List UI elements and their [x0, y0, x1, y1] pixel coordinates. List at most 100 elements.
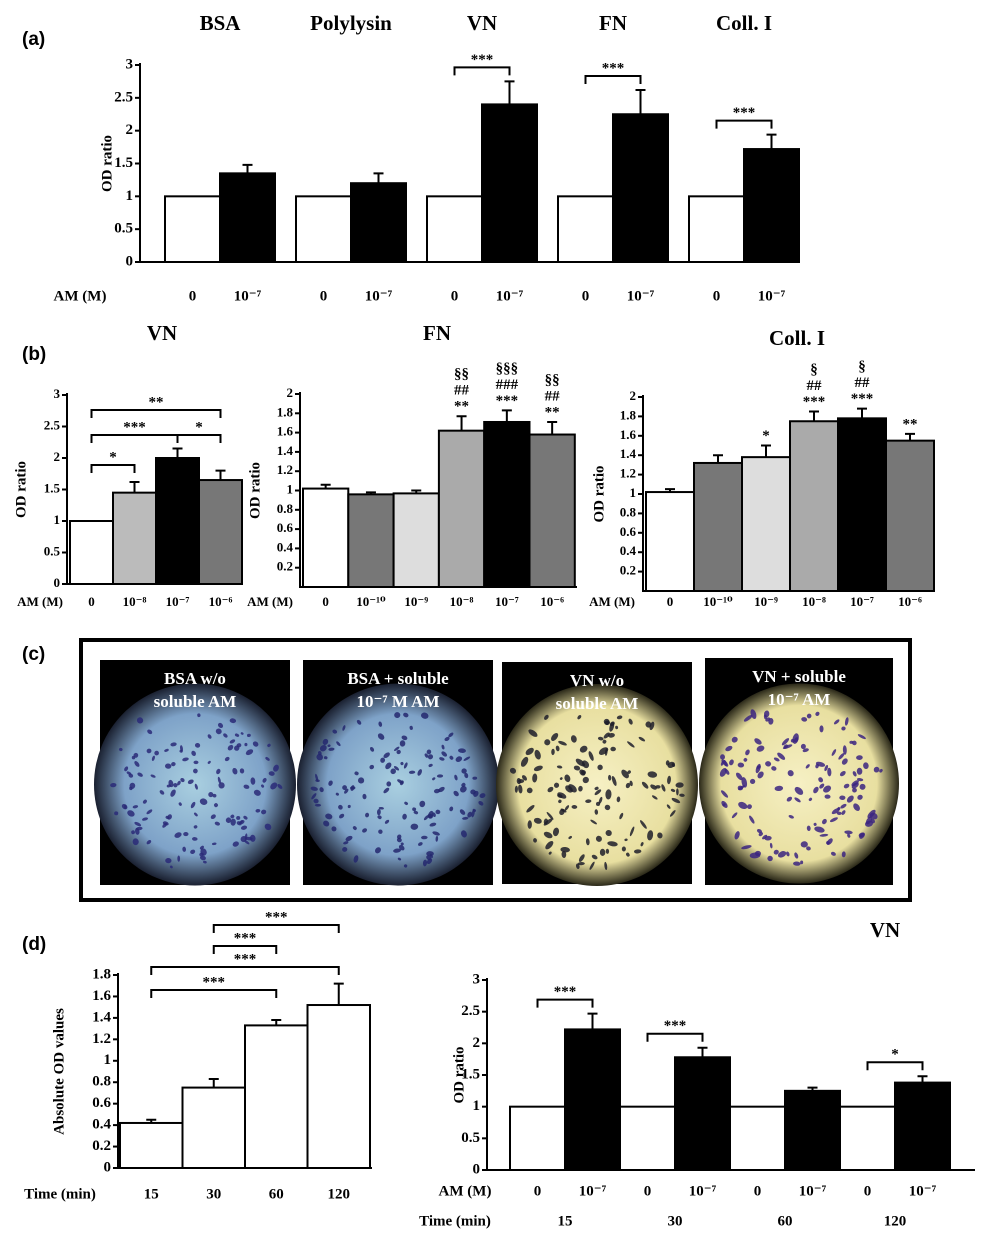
cell — [806, 713, 812, 719]
cell — [311, 793, 317, 800]
x-axis-label: Time (min) — [419, 1213, 491, 1229]
x-tick-label: 10⁻⁶ — [540, 594, 564, 609]
image-caption: BSA w/o — [164, 669, 226, 688]
cell — [788, 814, 794, 819]
x-tick-label: 10⁻¹⁰ — [703, 594, 733, 609]
cell — [478, 800, 484, 806]
cell — [352, 826, 357, 831]
y-tick-label: 1.2 — [277, 462, 293, 477]
cell — [376, 808, 381, 816]
cell — [720, 754, 725, 760]
cell — [479, 793, 486, 799]
cell — [575, 758, 585, 767]
category-label: Polylysin — [310, 11, 392, 35]
cell — [589, 861, 595, 870]
cell — [323, 756, 328, 760]
cell — [314, 803, 322, 807]
cell — [588, 751, 594, 761]
cell — [342, 785, 347, 791]
cell — [805, 764, 810, 769]
cell — [232, 841, 239, 847]
cell — [621, 846, 626, 852]
x-tick-label: 0 — [667, 594, 674, 609]
cell — [737, 762, 745, 768]
cell — [410, 823, 419, 830]
series-label: 10⁻⁷ — [689, 1183, 717, 1199]
cell — [412, 807, 417, 812]
cell — [836, 811, 842, 815]
cell — [558, 799, 562, 804]
y-tick-label: 0.8 — [277, 501, 294, 516]
bar — [112, 491, 157, 585]
cell — [164, 748, 169, 752]
cell — [178, 802, 182, 806]
cell — [741, 845, 752, 850]
cell — [546, 811, 554, 820]
cell — [137, 772, 143, 777]
cell — [518, 779, 525, 784]
cell — [473, 790, 479, 797]
cell — [604, 720, 611, 725]
error-bar — [146, 1118, 157, 1123]
cell — [193, 768, 198, 774]
cell — [244, 840, 250, 845]
cell — [585, 838, 590, 846]
y-tick-label: 1.5 — [44, 480, 61, 495]
error-bar — [917, 1075, 928, 1083]
cell — [577, 861, 585, 866]
category-label: 60 — [778, 1213, 793, 1229]
cell — [114, 811, 119, 816]
y-tick-label: 0 — [54, 575, 61, 590]
cell — [402, 813, 407, 820]
cell — [234, 733, 240, 737]
cell — [573, 765, 581, 771]
bar — [392, 492, 440, 588]
chart-title: VN — [147, 321, 177, 345]
cell — [229, 739, 236, 744]
error-bar — [587, 1012, 598, 1030]
cell — [518, 784, 523, 794]
cell — [578, 854, 585, 862]
cell — [147, 729, 153, 735]
y-tick-label: 1.8 — [277, 404, 294, 419]
y-tick-label: 1.2 — [620, 466, 636, 481]
cell — [670, 788, 676, 793]
cell — [453, 790, 459, 797]
chart-title: VN — [870, 918, 900, 942]
series-label: 10⁻⁷ — [758, 288, 786, 304]
cell — [741, 777, 748, 788]
cell — [449, 806, 454, 812]
cell — [826, 841, 830, 845]
cell — [667, 775, 671, 785]
cell — [218, 782, 225, 789]
cell — [423, 815, 429, 821]
x-tick-label: 10⁻⁸ — [802, 594, 826, 609]
cell — [249, 834, 256, 842]
cell — [199, 855, 206, 861]
cell — [154, 750, 159, 756]
significance-label: ** — [149, 394, 164, 410]
cell — [385, 762, 392, 770]
cell — [800, 860, 804, 865]
cell — [460, 830, 467, 838]
cell — [354, 771, 359, 776]
cell — [595, 835, 602, 842]
y-tick-label: 0.2 — [92, 1138, 111, 1154]
cell — [345, 835, 353, 842]
cell — [236, 815, 241, 820]
cell — [724, 768, 730, 775]
cell — [843, 783, 850, 789]
cell — [818, 777, 824, 783]
cell — [313, 798, 319, 804]
cell — [417, 769, 422, 776]
y-tick-label: 1 — [630, 485, 637, 500]
significance-label: * — [109, 449, 117, 465]
cell — [605, 789, 612, 800]
cell — [136, 717, 144, 724]
error-bar — [697, 1046, 708, 1058]
error-bar — [320, 483, 331, 489]
cell — [857, 734, 866, 740]
y-axis-label: OD ratio — [451, 1046, 467, 1103]
cell — [800, 841, 808, 848]
